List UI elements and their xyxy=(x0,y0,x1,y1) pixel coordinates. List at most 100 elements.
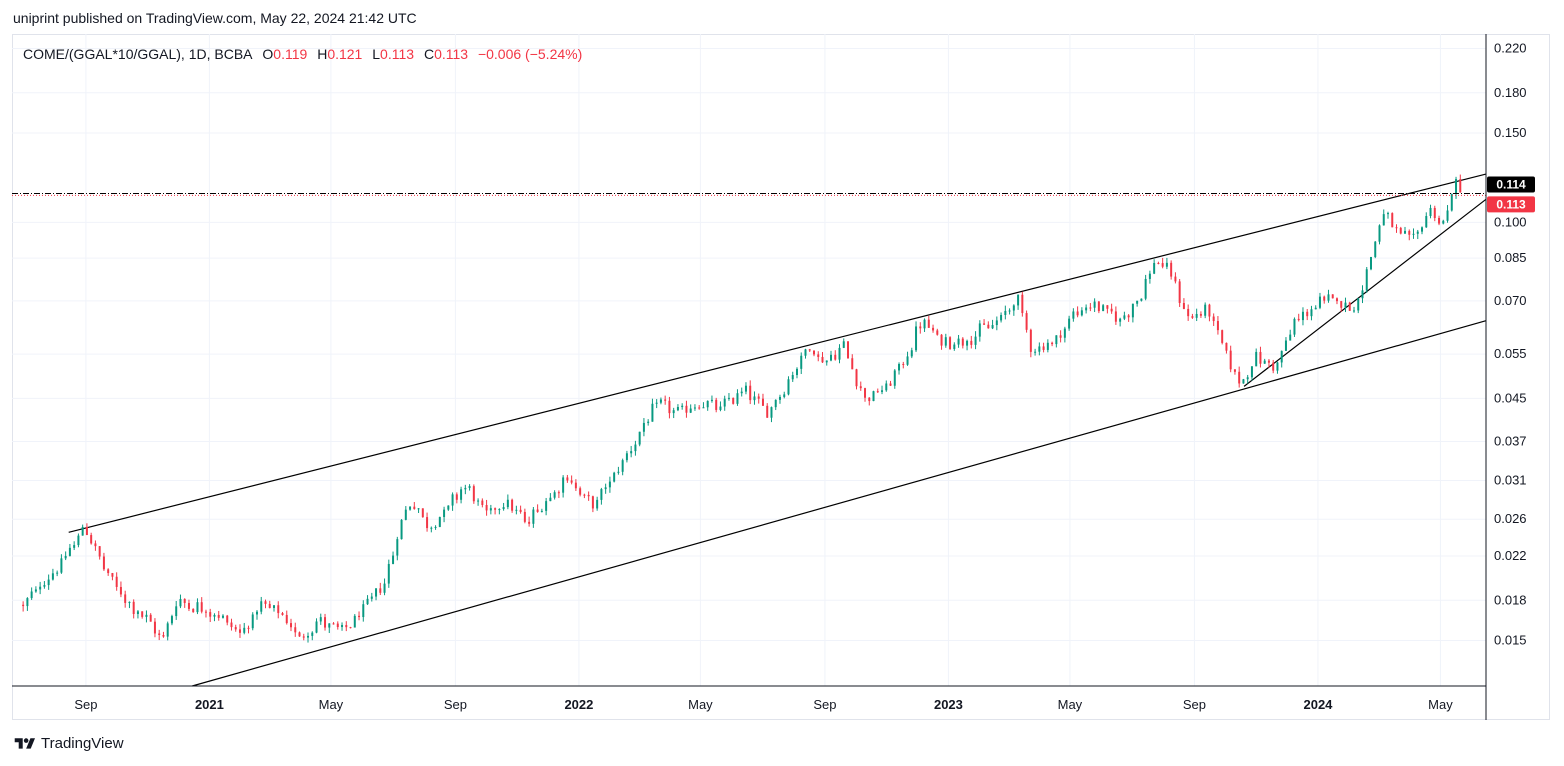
candle-body xyxy=(272,605,275,608)
x-tick-label: Sep xyxy=(74,697,97,712)
candle-body xyxy=(498,509,501,511)
candle-body xyxy=(1131,303,1134,318)
candle-body xyxy=(1455,179,1458,194)
candle-body xyxy=(1331,294,1334,299)
tradingview-logo-icon xyxy=(14,737,35,749)
candle-body xyxy=(1012,305,1015,311)
candle-body xyxy=(1208,304,1211,317)
price-badges: 0.114 0.113 xyxy=(1487,176,1535,213)
candle-body xyxy=(1216,321,1219,331)
candle-body xyxy=(417,508,420,510)
candle-body xyxy=(1310,309,1313,317)
candle-body xyxy=(400,519,403,540)
candle-body xyxy=(56,572,59,574)
candle-body xyxy=(115,576,118,587)
candle-body xyxy=(443,509,446,518)
candle-body xyxy=(936,330,939,335)
candle-body xyxy=(983,323,986,325)
candle-body xyxy=(315,621,318,633)
candle-body xyxy=(668,400,671,414)
candle-body xyxy=(1404,230,1407,234)
candle-body xyxy=(192,608,195,613)
candle-body xyxy=(1301,311,1304,321)
y-tick-label: 0.018 xyxy=(1494,592,1527,607)
y-tick-label: 0.180 xyxy=(1494,85,1527,100)
price-badge xyxy=(1487,176,1535,193)
candle-body xyxy=(1233,369,1236,372)
candle-body xyxy=(625,453,628,461)
candle-body xyxy=(587,494,590,497)
candle-body xyxy=(800,355,803,369)
candle-body xyxy=(251,614,254,629)
candle-body xyxy=(966,340,969,346)
candle-body xyxy=(1085,307,1088,311)
candle-body xyxy=(494,508,497,510)
candle-body xyxy=(464,487,467,490)
candle-body xyxy=(659,399,662,403)
candle-body xyxy=(409,506,412,510)
candle-body xyxy=(1323,296,1326,301)
candle-body xyxy=(1450,193,1453,211)
candle-body xyxy=(485,504,488,511)
candle-body xyxy=(744,385,747,392)
candle-body xyxy=(370,596,373,599)
candle-body xyxy=(1459,179,1462,193)
candle-body xyxy=(1046,342,1049,350)
legend-close-value: 0.113 xyxy=(434,46,469,62)
candle-body xyxy=(362,604,365,618)
candle-body xyxy=(540,510,543,512)
candle-body xyxy=(94,543,97,547)
candle-body xyxy=(77,535,80,546)
candle-body xyxy=(1029,329,1032,352)
candle-body xyxy=(604,487,607,490)
y-tick-label: 0.037 xyxy=(1494,433,1527,448)
candle-body xyxy=(217,614,220,618)
candle-body xyxy=(1344,302,1347,308)
y-tick-label: 0.031 xyxy=(1494,472,1527,487)
candle-body xyxy=(1025,313,1028,330)
candle-body xyxy=(281,613,284,615)
legend-high-value: 0.121 xyxy=(327,46,363,62)
candle-body xyxy=(1161,263,1164,267)
candle-body xyxy=(1421,227,1424,232)
candle-body xyxy=(81,526,84,536)
candle-body xyxy=(1293,318,1296,335)
candle-body xyxy=(953,344,956,349)
candle-body xyxy=(477,500,480,502)
candle-body xyxy=(1408,230,1411,235)
candle-body xyxy=(528,521,531,524)
candle-body xyxy=(927,319,930,328)
candle-body xyxy=(753,396,756,401)
candle-body xyxy=(995,320,998,326)
candle-body xyxy=(719,406,722,410)
x-tick-label: May xyxy=(319,697,344,712)
candle-body xyxy=(864,388,867,398)
candle-body xyxy=(1289,334,1292,341)
candle-body xyxy=(1178,281,1181,303)
candle-body xyxy=(124,594,127,603)
candle-body xyxy=(396,539,399,556)
candle-body xyxy=(128,601,131,603)
x-tick-label: Sep xyxy=(1183,697,1206,712)
candle-body xyxy=(345,625,348,628)
candle-body xyxy=(1442,220,1445,224)
candle-body xyxy=(366,598,369,605)
candle-body xyxy=(1076,311,1079,316)
tradingview-footer[interactable]: TradingView xyxy=(13,735,124,752)
candle-body xyxy=(383,583,386,593)
candle-body xyxy=(1106,305,1109,309)
candle-body xyxy=(757,396,760,399)
candle-body xyxy=(1357,298,1360,311)
candle-body xyxy=(1195,313,1198,318)
candle-body xyxy=(655,402,658,404)
candle-body xyxy=(830,354,833,361)
candle-body xyxy=(1399,227,1402,234)
candle-body xyxy=(1242,379,1245,384)
candle-body xyxy=(26,598,29,607)
candle-body xyxy=(715,399,718,410)
candle-body xyxy=(1123,315,1126,319)
candle-body xyxy=(111,573,114,577)
candle-body xyxy=(60,558,63,573)
trendline-support-rising xyxy=(1243,198,1487,387)
